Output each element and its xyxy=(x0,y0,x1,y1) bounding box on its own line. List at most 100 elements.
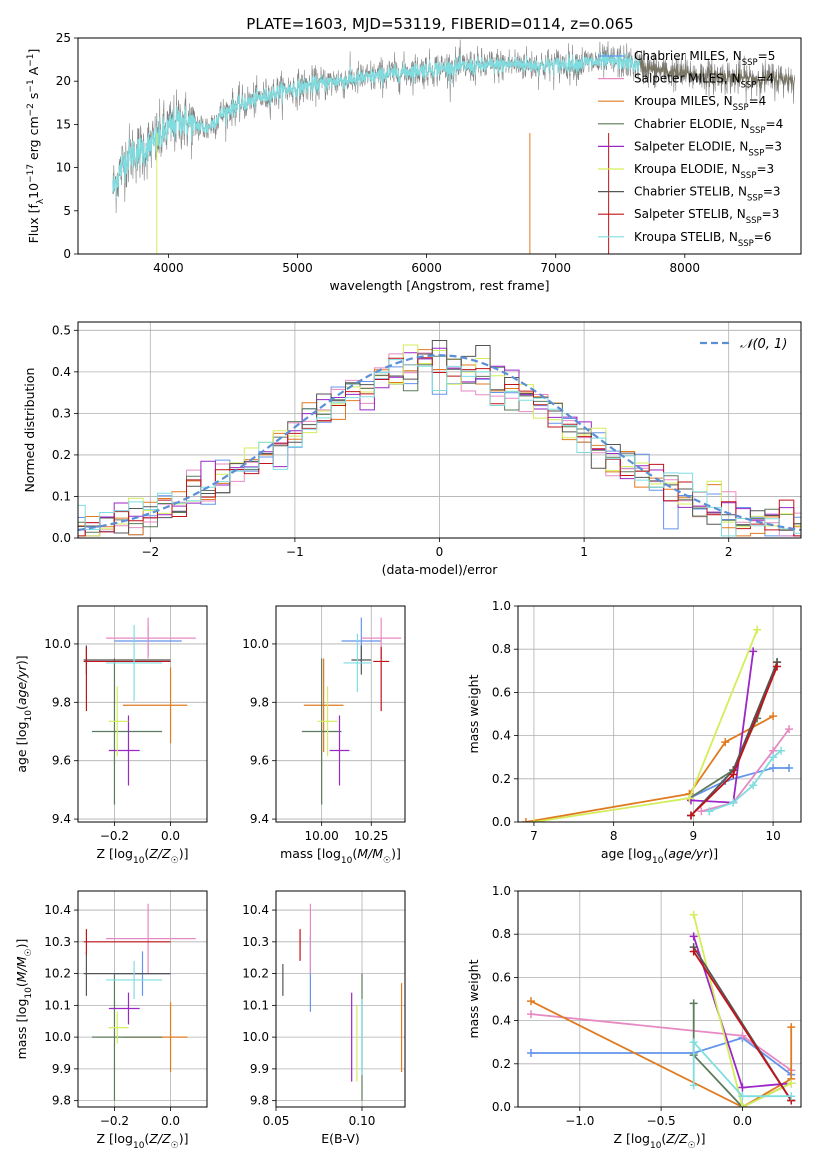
axes-frame xyxy=(77,37,802,255)
weight-marker xyxy=(749,647,758,656)
errorbar-point xyxy=(122,667,188,744)
weight-marker xyxy=(749,781,758,790)
y-tick-label: 9.9 xyxy=(52,1062,71,1076)
x-axis-label: Z [log10(Z/Z☉)] xyxy=(97,1131,189,1151)
axes-frame xyxy=(517,605,802,823)
svg-text:E(B-V): E(B-V) xyxy=(321,1131,360,1146)
weight-marker xyxy=(769,764,778,772)
x-axis-label: wavelength [Angstrom, rest frame] xyxy=(329,278,549,293)
weight-marker xyxy=(753,625,762,634)
weight-marker xyxy=(787,1079,796,1088)
y-tick-label: 10.4 xyxy=(44,903,71,917)
x-axis-label: age [log10(age/yr)] xyxy=(601,846,718,866)
axes-frame xyxy=(275,605,406,823)
y-tick-label: 10.2 xyxy=(242,967,269,981)
residual-histogram xyxy=(78,357,801,537)
errorbar-point xyxy=(343,633,372,693)
x-tick-label: 10.00 xyxy=(304,829,338,843)
y-tick-label: 10.0 xyxy=(44,1030,71,1044)
panel-weight-vs-age: 7 8 9 10 0.0 0.2 0.4 0.6 0.8 1.0 age [log10(age/yr… xyxy=(466,599,802,866)
y-tick-label: 0.6 xyxy=(492,685,511,699)
normal-reference-curve xyxy=(78,354,801,532)
y-tick-label: 0.2 xyxy=(492,1057,511,1071)
y-tick-label: 10.2 xyxy=(44,967,71,981)
weight-series-line xyxy=(692,1039,792,1098)
y-tick-label: 0.2 xyxy=(52,448,71,462)
plot-area xyxy=(527,910,796,1107)
x-tick-label: 8 xyxy=(610,829,618,843)
x-axis-label: Z [log10(Z/Z☉)] xyxy=(614,1131,706,1151)
y-tick-label: 0 xyxy=(63,247,71,261)
residual-histogram xyxy=(78,347,801,537)
weight-series-line xyxy=(692,951,792,1101)
x-tick-label: −1.0 xyxy=(565,1114,594,1128)
legend-entry: Salpeter STELIB, NSSP=3 xyxy=(634,207,779,226)
svg-text:mass weight: mass weight xyxy=(466,959,481,1038)
svg-text:age [log10(age/yr)]: age [log10(age/yr)] xyxy=(601,846,718,866)
weight-series-line xyxy=(689,767,789,800)
weight-series-line xyxy=(690,651,755,804)
plot-area xyxy=(83,903,196,1101)
y-axis-label: mass [log10(M/M☉)] xyxy=(14,939,34,1060)
y-tick-label: 0.2 xyxy=(492,772,511,786)
errorbar-point xyxy=(108,1011,129,1044)
y-tick-label: 9.4 xyxy=(250,812,269,826)
weight-marker xyxy=(721,738,730,747)
legend-entry: Kroupa STELIB, NSSP=6 xyxy=(634,230,772,249)
x-tick-label: 0.10 xyxy=(349,1114,376,1128)
errorbar-point xyxy=(83,929,171,955)
svg-text:Flux [fλ10−17 erg cm−2 s−1 A−1: Flux [fλ10−17 erg cm−2 s−1 A−1] xyxy=(26,49,46,244)
y-tick-label: 9.8 xyxy=(250,1094,269,1108)
y-tick-label: 5 xyxy=(63,204,71,218)
y-tick-label: 0.0 xyxy=(492,815,511,829)
errorbar-point xyxy=(92,658,163,805)
plot-area xyxy=(282,903,403,1101)
weight-marker xyxy=(527,1010,536,1019)
weight-marker xyxy=(529,818,538,822)
panel-residuals: −2 −1 0 1 2 0.0 0.1 0.2 0.3 0.4 0.5 𝒩(0, 1) (data-mo… xyxy=(22,321,802,577)
legend-entry: Chabrier ELODIE, NSSP=4 xyxy=(634,117,783,136)
weight-series-line xyxy=(692,914,792,1107)
svg-text:Z [log10(Z/Z☉)]: Z [log10(Z/Z☉)] xyxy=(614,1131,706,1151)
figure-title: PLATE=1603, MJD=53119, FIBERID=0114, z=0… xyxy=(246,15,633,33)
panel-spectrum: 4000 5000 6000 7000 8000 0 5 10 15 20 25 Chabrier M… xyxy=(26,31,802,293)
panel-weight-vs-Z: −1.0 −0.5 0.0 0.0 0.2 0.4 0.6 0.8 1.0 Z [log10(Z/… xyxy=(466,884,802,1151)
x-axis-label: E(B-V) xyxy=(321,1131,360,1146)
y-tick-label: 0.3 xyxy=(52,406,71,420)
residual-histogram xyxy=(78,340,801,534)
plot-area xyxy=(301,617,402,805)
weight-marker xyxy=(521,818,530,822)
errorbar-point xyxy=(317,686,338,757)
y-tick-label: 10.3 xyxy=(44,935,71,949)
y-tick-label: 0.6 xyxy=(492,970,511,984)
errorbar-point xyxy=(106,617,196,659)
y-tick-label: 10.4 xyxy=(242,903,269,917)
y-tick-label: 0.4 xyxy=(52,365,71,379)
y-tick-label: 10 xyxy=(56,161,71,175)
svg-text:Z [log10(Z/Z☉)]: Z [log10(Z/Z☉)] xyxy=(97,846,189,866)
svg-text:mass [log10(M/M☉)]: mass [log10(M/M☉)] xyxy=(280,846,401,866)
weight-marker xyxy=(689,1081,698,1090)
weight-marker xyxy=(738,1103,747,1107)
panel-age-vs-mass: 10.00 10.25 9.4 9.6 9.8 10.0 mass [log10(M/M☉)… xyxy=(242,605,406,866)
weight-marker xyxy=(689,999,698,1008)
axes-frame xyxy=(517,890,802,1108)
errorbar-point xyxy=(351,645,372,675)
errorbar-point xyxy=(108,992,140,1025)
weight-marker xyxy=(697,807,706,816)
x-tick-label: 4000 xyxy=(153,261,184,275)
axes-frame xyxy=(275,890,406,1108)
weight-marker xyxy=(769,712,778,721)
weight-marker xyxy=(787,1092,796,1101)
y-tick-label: 9.6 xyxy=(250,754,269,768)
x-tick-label: 10.25 xyxy=(354,829,388,843)
weight-marker xyxy=(738,1083,747,1092)
svg-text:mass weight: mass weight xyxy=(466,674,481,753)
x-axis-label: Z [log10(Z/Z☉)] xyxy=(97,846,189,866)
x-tick-label: 9 xyxy=(690,829,698,843)
weight-series-line xyxy=(530,1000,793,1107)
weight-marker xyxy=(769,753,778,762)
x-tick-label: 8000 xyxy=(670,261,701,275)
